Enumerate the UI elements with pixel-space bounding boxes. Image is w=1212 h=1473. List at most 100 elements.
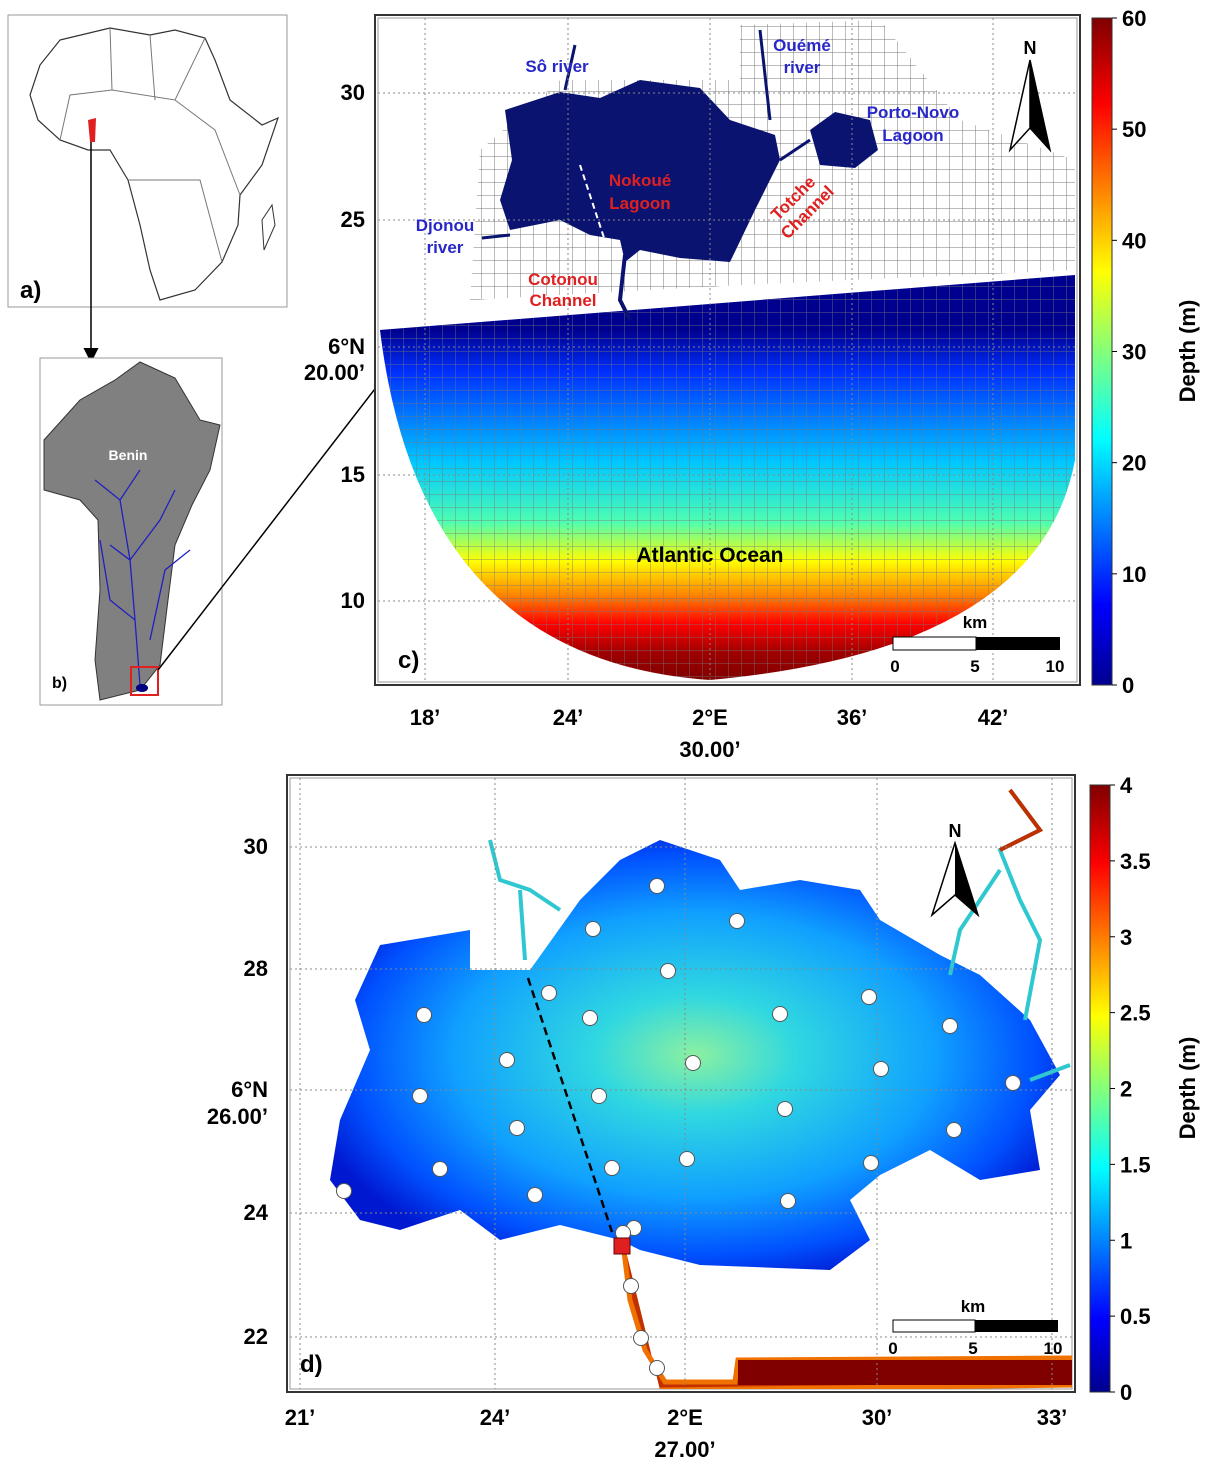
porto-novo-lagoon [810, 112, 878, 168]
scale-label: 10 [1046, 657, 1065, 676]
colorbar-tick-label: 40 [1122, 228, 1146, 253]
colorbar-tick-label: 0 [1122, 673, 1134, 698]
colorbar [1089, 784, 1111, 1393]
coastal-depth [738, 1360, 1072, 1385]
y-tick-label: 6°N [231, 1077, 268, 1102]
y-tick-label: 15 [341, 462, 365, 487]
x-tick-label: 2°E [692, 705, 728, 730]
colorbar-tick-label: 1 [1120, 1228, 1132, 1253]
x-tick-label: 24’ [480, 1405, 511, 1430]
x-tick-label: 2°E [667, 1405, 703, 1430]
ocean-mesh [380, 275, 1075, 680]
y-tick-label: 30 [244, 834, 268, 859]
transect [526, 977, 614, 1233]
rivers [94, 469, 191, 686]
river-deep [999, 788, 1044, 852]
colorbar-tick-label: 0 [1120, 1380, 1132, 1405]
place-label: Porto-Novo [867, 103, 960, 122]
y-tick-label: 25 [341, 207, 365, 232]
scale-label: 10 [1044, 1339, 1063, 1358]
x-tick-label: 21’ [285, 1405, 316, 1430]
colorbar-tick-label: 2.5 [1120, 1001, 1151, 1026]
panel-label: b) [52, 675, 67, 692]
x-tick-label: 30’ [862, 1405, 893, 1430]
scale-label: 0 [888, 1339, 897, 1358]
rivers [481, 29, 811, 240]
colorbar-tick-label: 4 [1120, 773, 1133, 798]
colorbar [1091, 17, 1113, 686]
place-label: Lagoon [609, 194, 670, 213]
colorbar-tick-label: 10 [1122, 562, 1146, 587]
north-label: N [1024, 38, 1037, 58]
x-tick-label: 42’ [978, 705, 1009, 730]
panel-c: 30 25 6°N 20.00’ 15 10 18’ 24’ 2°E 30.00… [304, 14, 1200, 762]
panel-d: 30 28 6°N 26.00’ 24 22 21’ 24’ 2°E 27.00… [207, 774, 1200, 1462]
map-frame-inner [377, 17, 1078, 683]
scale-bar [976, 637, 1060, 650]
madagascar [261, 203, 276, 251]
colorbar-title: Depth (m) [1175, 1037, 1200, 1140]
place-label: Djonou [416, 216, 475, 235]
rivers [488, 788, 1071, 1082]
nokoue-lagoon [500, 80, 780, 262]
panel-label: a) [20, 277, 41, 304]
benin-mark [88, 118, 96, 142]
place-label: Cotonou [528, 270, 598, 289]
colorbar-tick-label: 30 [1122, 340, 1146, 365]
transect [579, 164, 609, 251]
colorbar-tick-label: 3.5 [1120, 849, 1151, 874]
x-tick-label: 33’ [1037, 1405, 1068, 1430]
x-tick-label: 24’ [553, 705, 584, 730]
north-label: N [949, 821, 962, 841]
y-tick-label: 30 [341, 80, 365, 105]
y-tick-label: 10 [341, 588, 365, 613]
y-tick-label: 24 [244, 1200, 269, 1225]
place-label: Atlantic Ocean [636, 544, 783, 567]
place-label: Nokoué [609, 171, 671, 190]
y-tick-label: 20.00’ [304, 360, 365, 385]
colorbar-tick-label: 50 [1122, 117, 1146, 142]
y-tick-label: 26.00’ [207, 1104, 268, 1129]
gauge [613, 1237, 631, 1255]
y-tick-label: 6°N [328, 334, 365, 359]
scale-bar [975, 1320, 1058, 1332]
colorbar-tick-label: 2 [1120, 1077, 1132, 1102]
colorbar-tick-label: 60 [1122, 6, 1146, 31]
stations [336, 878, 1021, 1376]
country-name: Benin [109, 447, 148, 463]
x-tick-label: 18’ [410, 705, 441, 730]
borders [59, 27, 241, 263]
colorbar-tick-label: 3 [1120, 925, 1132, 950]
graticule [378, 18, 1077, 682]
y-tick-label: 22 [244, 1324, 268, 1349]
panel-label: d) [300, 1351, 323, 1378]
place-label: river [784, 58, 821, 77]
place-label: Channel [529, 291, 596, 310]
scale-unit: km [961, 1297, 986, 1316]
panel-label: c) [398, 647, 419, 674]
graticule [290, 778, 1072, 1389]
y-tick-label: 28 [244, 956, 268, 981]
scale-label: 5 [968, 1339, 977, 1358]
north-arrow [1030, 60, 1050, 150]
colorbar-tick-label: 20 [1122, 451, 1146, 476]
cotonou-channel [617, 254, 632, 321]
place-label: Ouémé [773, 36, 831, 55]
zoom-box [130, 666, 159, 696]
scale-unit: km [963, 613, 988, 632]
north-arrow [955, 843, 978, 915]
colorbar-tick-label: 1.5 [1120, 1152, 1151, 1177]
benin [43, 361, 221, 701]
place-label: Lagoon [882, 126, 943, 145]
x-tick-label: 27.00’ [654, 1437, 715, 1462]
colorbar-title: Depth (m) [1175, 300, 1200, 403]
scale-label: 0 [890, 657, 899, 676]
x-tick-label: 30.00’ [679, 737, 740, 762]
lagoon [136, 684, 148, 692]
panel-a: a) [7, 14, 288, 363]
place-label: Sô river [525, 57, 589, 76]
x-tick-label: 36’ [837, 705, 868, 730]
place-label: river [427, 238, 464, 257]
scale-label: 5 [970, 657, 979, 676]
